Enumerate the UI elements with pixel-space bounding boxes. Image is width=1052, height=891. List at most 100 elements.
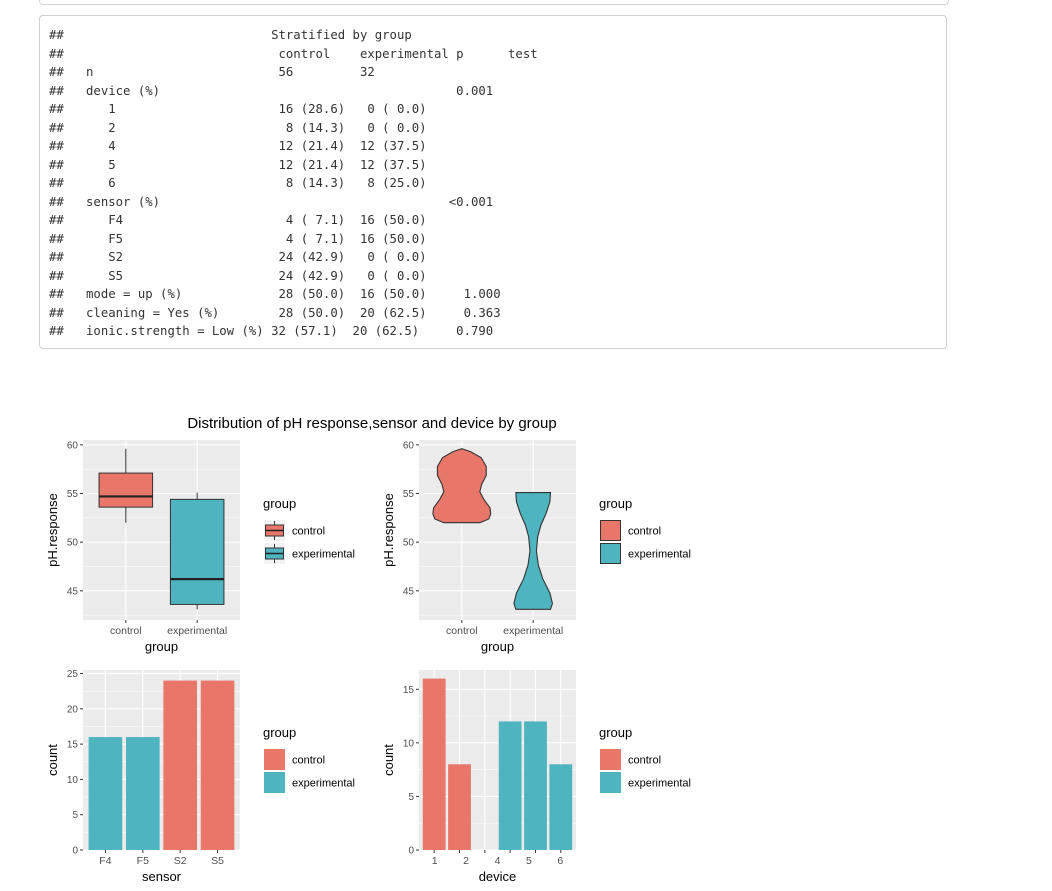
console-line: ## device (%) 0.001 <box>49 83 494 98</box>
legend-label-experimental: experimental <box>292 549 355 561</box>
x-tick-label: 4 <box>495 855 501 867</box>
box-experimental <box>169 498 225 605</box>
legend-label-control: control <box>628 755 661 767</box>
y-tick-label: 0 <box>408 846 414 857</box>
bar-F5 <box>125 737 160 850</box>
console-line: ## F5 4 ( 7.1) 16 (50.0) <box>49 231 427 246</box>
x-tick-label: 1 <box>432 855 438 867</box>
console-line: ## 4 12 (21.4) 12 (37.5) <box>49 139 427 153</box>
y-tick-label: 50 <box>403 538 415 549</box>
violin-control <box>432 448 492 524</box>
chart-panel-4: 0 5 10 15 1 2 4 5 6 device count group control experi… <box>381 670 691 884</box>
legend-label-experimental: experimental <box>628 549 691 561</box>
y-tick-label: 45 <box>403 586 415 597</box>
legend-key-experimental <box>600 543 621 564</box>
y-tick-label: 55 <box>67 489 79 500</box>
x-tick-label: F5 <box>137 855 149 867</box>
console-line: ## mode = up (%) 28 (50.0) 16 (50.0) 1.0… <box>49 287 501 301</box>
bar-4 <box>498 721 522 850</box>
legend-key-experimental <box>264 772 285 793</box>
bar-F4 <box>88 737 123 850</box>
chart-panel-1: 45 50 55 60 control experimental group pH.respo… <box>45 440 355 654</box>
y-tick-label: 50 <box>67 538 79 549</box>
console-line: ## ionic.strength = Low (%) 32 (57.1) 20… <box>49 324 494 338</box>
y-axis-title: pH.response <box>381 493 396 567</box>
console-line: ## 6 8 (14.3) 8 (25.0) <box>49 176 427 190</box>
y-tick-label: 55 <box>403 489 415 500</box>
y-tick-label: 10 <box>67 775 79 786</box>
bar-6 <box>549 764 573 850</box>
x-tick-label: F4 <box>99 855 111 867</box>
violin-experimental <box>513 491 554 610</box>
plot-output: Distribution of pH response,sensor and d… <box>0 400 760 886</box>
legend-title: group <box>599 496 632 511</box>
y-tick-label: 45 <box>67 586 79 597</box>
console-line: ## control experimental p test <box>49 46 538 61</box>
x-tick-label: experimental <box>167 625 227 637</box>
console-line: ## 1 16 (28.6) 0 ( 0.0) <box>49 102 427 116</box>
legend-title: group <box>263 496 296 511</box>
previous-output-box <box>39 0 949 5</box>
y-axis-title: count <box>381 744 396 776</box>
legend-label-control: control <box>292 526 325 538</box>
y-tick-label: 25 <box>67 669 79 680</box>
legend-key-control <box>264 749 285 770</box>
chart-panel-2: 45 50 55 60 control experimental group pH.respo… <box>381 440 691 654</box>
legend: group control experimental <box>599 496 691 564</box>
chart-panel-3: 0 5 10 15 20 25 F4 F5 S2 S5 sensor count group contro… <box>45 669 355 884</box>
y-tick-label: 10 <box>403 738 415 749</box>
legend-label-experimental: experimental <box>628 778 691 790</box>
console-line: ## S2 24 (42.9) 0 ( 0.0) <box>49 250 427 264</box>
console-line: ## sensor (%) <0.001 <box>49 194 494 209</box>
legend-key-control <box>600 520 621 541</box>
y-tick-label: 5 <box>408 792 414 803</box>
y-tick-label: 20 <box>67 704 79 715</box>
box-control <box>98 472 154 508</box>
y-tick-label: 0 <box>72 846 78 857</box>
x-tick-label: 6 <box>557 855 563 867</box>
legend-key-experimental <box>600 772 621 793</box>
console-output-box: ## Stratified by group ## control experi… <box>39 15 947 349</box>
console-line: ## 2 8 (14.3) 0 ( 0.0) <box>49 120 427 135</box>
x-tick-label: 5 <box>526 855 532 867</box>
chart-figure: Distribution of pH response,sensor and d… <box>45 415 691 884</box>
x-tick-label: experimental <box>503 625 563 637</box>
y-tick-label: 60 <box>403 440 415 451</box>
bar-S2 <box>163 680 198 850</box>
console-output-text: ## Stratified by group ## control experi… <box>49 26 538 341</box>
y-axis-title: pH.response <box>45 493 60 567</box>
console-line: ## F4 4 ( 7.1) 16 (50.0) <box>49 213 427 227</box>
x-axis-title: group <box>481 639 514 654</box>
y-axis-title: count <box>45 744 60 776</box>
bar-S5 <box>200 680 235 850</box>
legend-title: group <box>599 725 632 740</box>
legend-title: group <box>263 725 296 740</box>
x-axis-title: device <box>479 869 517 884</box>
x-tick-label: S5 <box>211 855 224 867</box>
x-tick-label: 2 <box>463 855 469 867</box>
legend: group control experimental <box>599 725 691 793</box>
legend-label-control: control <box>628 526 661 538</box>
figure-title: Distribution of pH response,sensor and d… <box>187 415 556 432</box>
legend-key-control <box>600 749 621 770</box>
console-line: ## S5 24 (42.9) 0 ( 0.0) <box>49 268 427 283</box>
legend: group control experimental <box>263 725 355 793</box>
y-tick-label: 15 <box>403 685 415 696</box>
x-axis-title: sensor <box>142 869 182 884</box>
legend-label-control: control <box>292 755 325 767</box>
console-line: ## 5 12 (21.4) 12 (37.5) <box>49 157 427 172</box>
legend-label-experimental: experimental <box>292 778 355 790</box>
console-line: ## cleaning = Yes (%) 28 (50.0) 20 (62.5… <box>49 305 501 320</box>
y-tick-label: 5 <box>72 810 78 821</box>
bar-2 <box>448 764 471 850</box>
y-tick-label: 15 <box>67 740 79 751</box>
console-line: ## Stratified by group <box>49 28 412 42</box>
bar-1 <box>422 678 446 850</box>
bar-5 <box>524 721 547 850</box>
x-tick-label: S2 <box>174 855 187 867</box>
legend: group control experimental <box>263 496 355 564</box>
x-axis-title: group <box>145 639 178 654</box>
y-tick-label: 60 <box>67 440 79 451</box>
x-tick-label: control <box>446 625 478 637</box>
x-tick-label: control <box>110 625 142 637</box>
